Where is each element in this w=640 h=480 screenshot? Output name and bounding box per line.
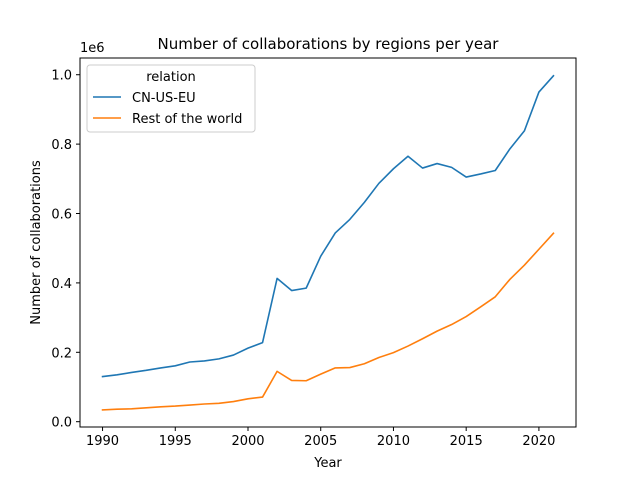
x-tick-label: 1995 bbox=[159, 434, 192, 449]
x-tick-label: 2005 bbox=[304, 434, 337, 449]
legend: relation CN-US-EU Rest of the world bbox=[86, 64, 256, 133]
x-tick-label: 1990 bbox=[86, 434, 119, 449]
y-tick-label: 0.6 bbox=[51, 208, 72, 223]
chart-title: Number of collaborations by regions per … bbox=[158, 35, 500, 53]
y-tick-label: 0.4 bbox=[51, 277, 72, 292]
plot-area bbox=[79, 57, 577, 428]
legend-title: relation bbox=[146, 70, 196, 85]
legend-label: Rest of the world bbox=[132, 112, 242, 127]
y-axis-offset-label: 1e6 bbox=[80, 41, 105, 56]
x-tick-label: 2000 bbox=[231, 434, 264, 449]
y-tick-label: 0.0 bbox=[51, 416, 72, 431]
x-tick-label: 2020 bbox=[522, 434, 555, 449]
x-tick-label: 2015 bbox=[450, 434, 483, 449]
y-tick-label: 0.2 bbox=[51, 346, 72, 361]
legend-label: CN-US-EU bbox=[132, 91, 196, 106]
y-tick-label: 1.0 bbox=[51, 69, 72, 84]
y-axis: 0.0 0.2 0.4 0.6 0.8 1.0 bbox=[51, 69, 80, 431]
legend-entries: CN-US-EU Rest of the world bbox=[93, 91, 242, 127]
y-tick-label: 0.8 bbox=[51, 138, 72, 153]
y-axis-label: Number of collaborations bbox=[29, 160, 44, 325]
x-axis-label: Year bbox=[313, 456, 342, 471]
series-line-cn-us-eu bbox=[101, 74, 555, 378]
axes-frame bbox=[79, 57, 577, 428]
x-tick-label: 2010 bbox=[377, 434, 410, 449]
series-layer bbox=[101, 74, 555, 411]
series-line-rest-of-the-world bbox=[101, 232, 555, 411]
x-axis: 1990 1995 2000 2005 2010 2015 2020 bbox=[86, 427, 555, 449]
legend-box bbox=[86, 64, 256, 133]
